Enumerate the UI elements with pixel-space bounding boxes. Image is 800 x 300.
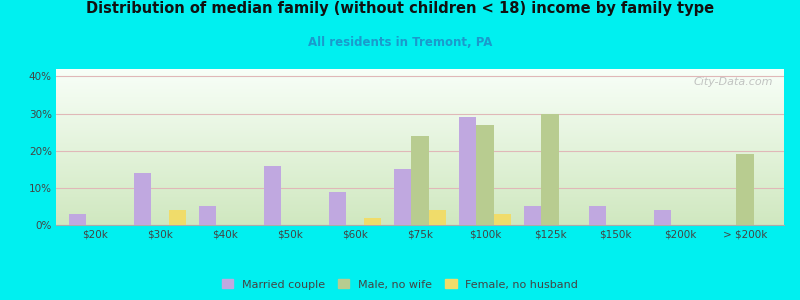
Bar bbox=[411, 136, 429, 225]
Text: All residents in Tremont, PA: All residents in Tremont, PA bbox=[308, 36, 492, 49]
Bar bbox=[476, 125, 494, 225]
Bar bbox=[589, 206, 606, 225]
Text: City-Data.com: City-Data.com bbox=[694, 77, 773, 87]
Bar bbox=[364, 218, 382, 225]
Bar bbox=[494, 214, 511, 225]
Legend: Married couple, Male, no wife, Female, no husband: Married couple, Male, no wife, Female, n… bbox=[218, 276, 582, 293]
Bar bbox=[329, 192, 346, 225]
Bar bbox=[736, 154, 754, 225]
Bar bbox=[169, 210, 186, 225]
Bar bbox=[524, 206, 542, 225]
Bar bbox=[134, 173, 151, 225]
Bar bbox=[264, 166, 282, 225]
Text: Distribution of median family (without children < 18) income by family type: Distribution of median family (without c… bbox=[86, 2, 714, 16]
Bar bbox=[198, 206, 216, 225]
Bar bbox=[394, 169, 411, 225]
Bar bbox=[429, 210, 446, 225]
Bar bbox=[654, 210, 671, 225]
Bar bbox=[542, 114, 558, 225]
Bar bbox=[458, 117, 476, 225]
Bar bbox=[69, 214, 86, 225]
